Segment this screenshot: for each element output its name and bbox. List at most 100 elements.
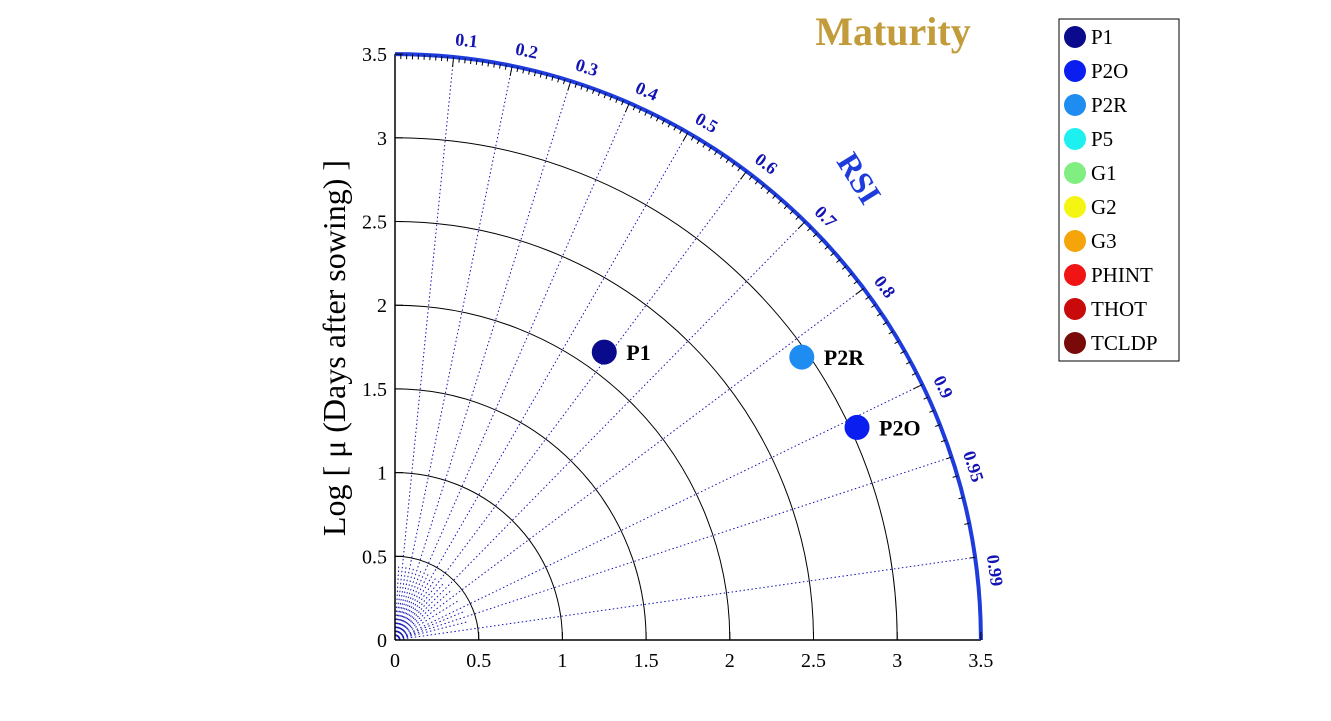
arc-tick-54 [708, 146, 712, 152]
y-tick-label-4: 2 [377, 295, 387, 317]
arc-tick-89 [911, 372, 917, 376]
arc-tick-10 [452, 56, 455, 68]
arc-tick-58 [731, 162, 736, 168]
arc-tick-69 [795, 215, 800, 220]
rsi-axis-label: RSI [830, 146, 889, 210]
legend-label-p5: P5 [1091, 127, 1113, 151]
rsi-line-3 [394, 102, 630, 641]
arc-tick-91 [923, 396, 929, 400]
arc-tick-40 [624, 102, 630, 113]
arc-tick-35 [597, 90, 601, 97]
rsi-line-19 [394, 599, 460, 641]
y-tick-label-3: 1.5 [362, 379, 387, 401]
arc-tick-65 [772, 194, 777, 199]
axes [394, 52, 983, 641]
arc-tick-66 [778, 199, 783, 204]
x-tick-labels: 0 0.5 1 1.5 2 2.5 3 3.5 [390, 650, 993, 672]
rsi-line-15 [394, 572, 430, 641]
rsi-tick-labels: 0.1 0.2 0.3 0.4 0.5 0.6 0.7 0.8 0.9 0.95 0.99 [454, 29, 1007, 587]
arc-tick-11 [458, 57, 460, 63]
chart-title: Maturity [815, 9, 971, 54]
rsi-line-14 [394, 569, 422, 641]
arc-tick-85 [888, 330, 894, 335]
rsi-line-9 [394, 456, 952, 641]
legend-marker-phint [1064, 264, 1086, 286]
arc-tick-90 [913, 384, 923, 390]
radial-grid [394, 137, 898, 641]
arc-tick-31 [574, 82, 578, 88]
arc-tick-96 [952, 475, 958, 478]
rsi-line-6 [394, 221, 806, 641]
arc-tick-52 [696, 139, 701, 145]
rsi-line-18 [394, 589, 452, 641]
rsi-tick-label-3: 0.4 [633, 77, 662, 104]
arc-tick-28 [557, 77, 560, 83]
arc-tick-56 [719, 154, 724, 160]
legend-marker-g2 [1064, 196, 1086, 218]
arc-tick-34 [592, 88, 595, 94]
arc-tick-87 [900, 350, 905, 355]
arc-tick-36 [603, 93, 607, 99]
legend-marker-p2r [1064, 94, 1086, 116]
rsi-tick-label-9: 0.95 [959, 448, 988, 484]
arc-tick-98 [964, 522, 970, 525]
arc-tick-71 [807, 227, 812, 232]
arc-tick-77 [841, 265, 847, 270]
arc-tick-53 [702, 142, 706, 148]
rsi-line-0 [394, 56, 455, 641]
legend-marker-p1 [1064, 26, 1086, 48]
arc-tick-27 [551, 75, 554, 81]
arc-tick-22 [522, 68, 525, 74]
arc-tick-63 [760, 184, 765, 190]
radial-arc-4 [394, 304, 731, 641]
radial-arc-1 [394, 555, 480, 641]
rsi-tick-label-2: 0.3 [573, 54, 600, 80]
data-points: P1 P2R P2O [591, 339, 921, 440]
legend: P1 P2O P2R P5 G1 G2 G3 PHINT THOT TCLDP [1058, 18, 1180, 362]
arc-tick-32 [580, 84, 583, 90]
radial-arc-3 [394, 388, 647, 641]
arc-tick-95 [946, 456, 952, 460]
arc-tick-13 [470, 59, 472, 65]
point-p2r [789, 344, 815, 370]
point-label-p1: P1 [626, 340, 650, 365]
arc-tick-15 [481, 60, 484, 66]
rsi-line-12 [394, 565, 407, 641]
legend-marker-tcldp [1064, 332, 1086, 354]
radial-arc-6 [394, 137, 898, 641]
x-tick-label-3: 1.5 [634, 650, 659, 672]
legend-label-g3: G3 [1091, 229, 1117, 253]
rsi-line-21 [394, 621, 469, 641]
arc-tick-57 [725, 158, 730, 163]
rsi-line-16 [394, 576, 437, 641]
rsi-line-4 [394, 132, 689, 641]
rsi-line-13 [394, 566, 415, 641]
rsi-tick-label-4: 0.5 [692, 108, 721, 137]
y-tick-labels: 0.5 1 1.5 2 2.5 3 3.5 0 [362, 44, 387, 652]
legend-marker-p5 [1064, 128, 1086, 150]
x-tick-label-7: 3.5 [968, 650, 993, 672]
legend-label-p2o: P2O [1091, 59, 1128, 83]
arc-tick-23 [528, 69, 531, 75]
arc-tick-12 [464, 58, 466, 64]
arc-tick-51 [690, 135, 695, 141]
arc-tick-37 [609, 95, 613, 101]
rsi-line-20 [394, 610, 465, 641]
arc-tick-75 [830, 252, 835, 257]
legend-label-tcldp: TCLDP [1091, 331, 1158, 355]
x-tick-label-1: 0.5 [466, 650, 491, 672]
x-tick-label-2: 1 [557, 650, 567, 672]
arc-tick-41 [632, 105, 636, 111]
legend-label-g2: G2 [1091, 195, 1117, 219]
arc-tick-44 [650, 113, 654, 119]
arc-tick-78 [847, 272, 853, 277]
rsi-tick-label-6: 0.7 [811, 202, 841, 232]
arc-tick-45 [655, 116, 660, 122]
arc-tick-79 [853, 280, 859, 285]
rsi-tick-label-7: 0.8 [870, 272, 900, 302]
y-tick-label-5: 2.5 [362, 212, 387, 234]
arc-tick-67 [783, 204, 788, 210]
arc-tick-84 [882, 321, 888, 326]
y-axis-label: Log [ μ (Days after sowing) ] [316, 160, 352, 536]
arc-tick-83 [876, 312, 882, 317]
